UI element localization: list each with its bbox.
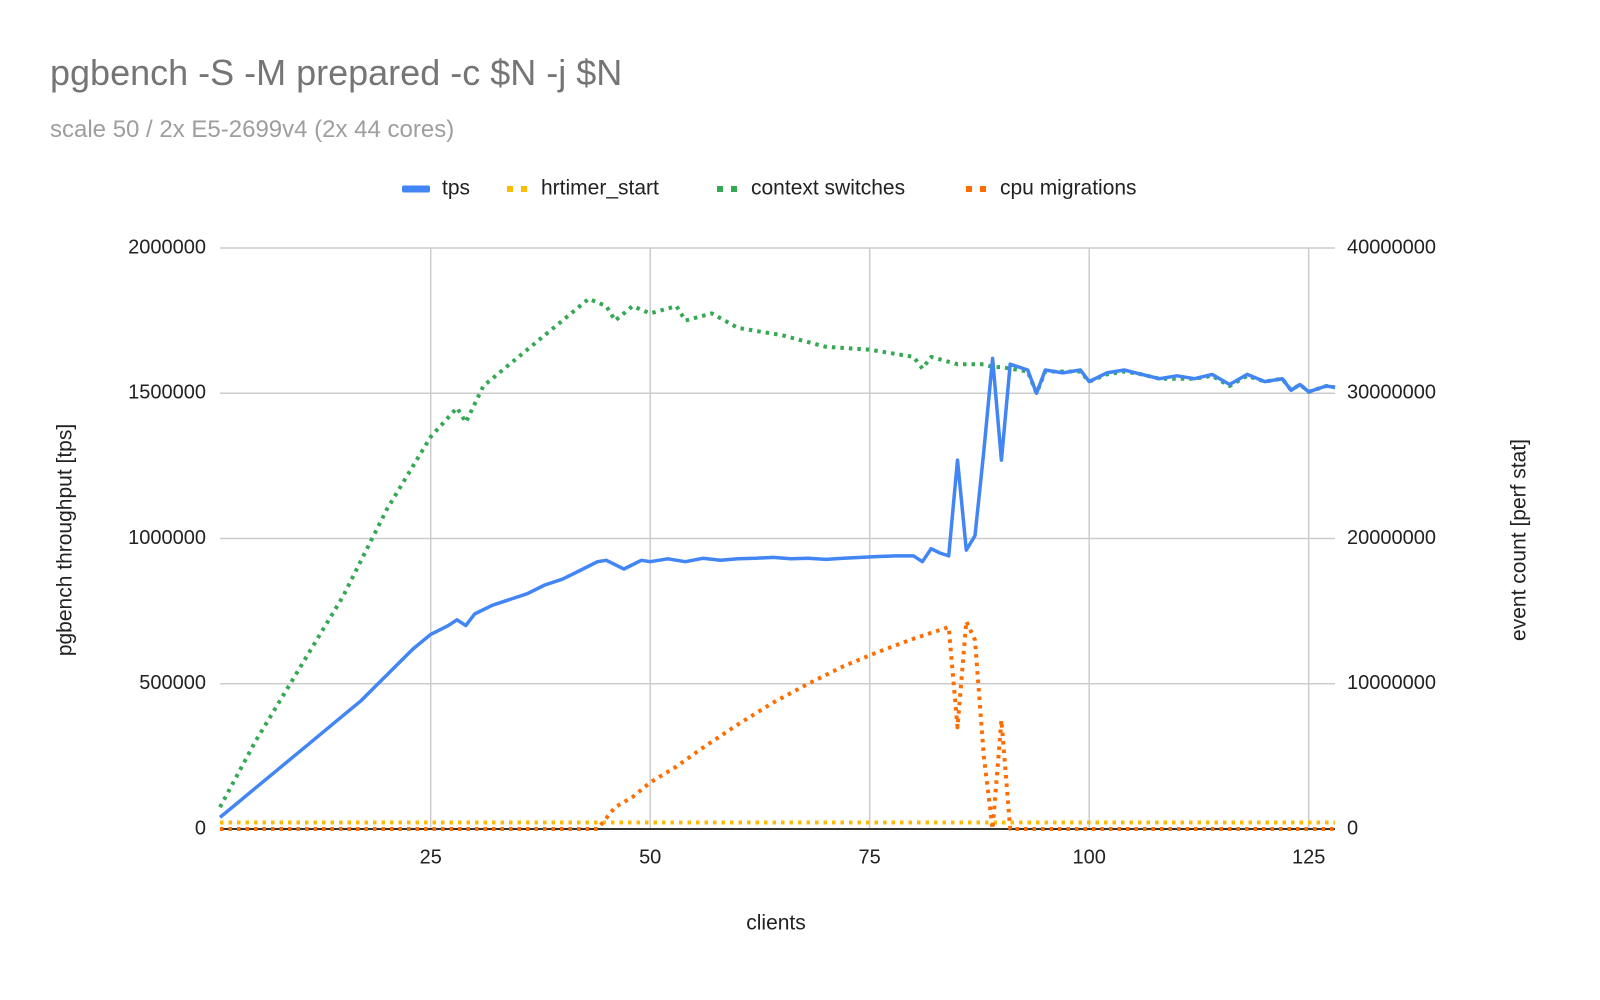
- legend-swatch-hrtimer-start: [507, 186, 513, 192]
- legend-label-context-switches: context switches: [751, 177, 905, 200]
- legend-swatch-tps: [402, 185, 430, 193]
- x-tick-label: 75: [859, 846, 881, 868]
- x-tick-label: 50: [639, 846, 661, 868]
- y-right-tick-label: 40000000: [1347, 236, 1436, 258]
- legend-swatch-hrtimer-start: [521, 186, 527, 192]
- y-left-tick-label: 0: [195, 817, 206, 839]
- series-line-tps: [218, 356, 1336, 819]
- y-left-tick-label: 1000000: [128, 527, 206, 549]
- y-left-tick-label: 2000000: [128, 236, 206, 258]
- y-left-tick-label: 1500000: [128, 382, 206, 404]
- x-axis-label: clients: [746, 912, 806, 935]
- y-right-tick-label: 0: [1347, 817, 1358, 839]
- legend-swatch-cpu-migrations: [980, 186, 986, 192]
- legend-swatch-context-switches: [731, 186, 737, 192]
- y-axis-left-ticks: 0 500000 1000000 1500000 2000000: [128, 236, 206, 839]
- legend-label-hrtimer-start: hrtimer_start: [541, 177, 659, 200]
- legend-label-tps: tps: [442, 177, 470, 200]
- y-axis-left-label: pgbench throughput [tps]: [54, 424, 77, 656]
- x-axis-ticks: 25 50 75 100 125: [420, 846, 1326, 868]
- x-tick-label: 100: [1072, 846, 1105, 868]
- gridlines: [220, 247, 1335, 829]
- y-left-tick-label: 500000: [139, 672, 206, 694]
- series-line-cpu-migrations: [220, 619, 1335, 831]
- x-tick-label: 25: [420, 846, 442, 868]
- legend-swatch-cpu-migrations: [966, 186, 972, 192]
- series-layer: [218, 296, 1336, 831]
- y-axis-right-label: event count [perf stat]: [1508, 439, 1531, 641]
- y-right-tick-label: 10000000: [1347, 672, 1436, 694]
- legend: tps hrtimer_start context switches cpu migr…: [402, 177, 1137, 200]
- x-tick-label: 125: [1292, 846, 1325, 868]
- chart-title: pgbench -S -M prepared -c $N -j $N: [50, 52, 623, 93]
- y-right-tick-label: 20000000: [1347, 527, 1436, 549]
- y-axis-right-ticks: 0 10000000 20000000 30000000 40000000: [1347, 236, 1436, 839]
- legend-swatch-context-switches: [717, 186, 723, 192]
- series-line-context-switches: [218, 296, 1336, 809]
- legend-label-cpu-migrations: cpu migrations: [1000, 177, 1137, 200]
- y-right-tick-label: 30000000: [1347, 382, 1436, 404]
- chart-subtitle: scale 50 / 2x E5-2699v4 (2x 44 cores): [50, 116, 455, 143]
